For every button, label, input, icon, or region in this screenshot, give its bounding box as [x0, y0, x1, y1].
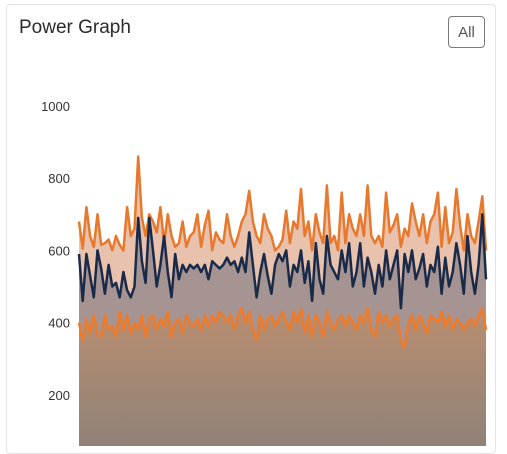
upper-series-line: [77, 155, 488, 252]
y-tick-label: 400: [48, 316, 70, 331]
area-layer: [77, 155, 488, 446]
card-title: Power Graph: [19, 17, 131, 38]
y-tick-label: 800: [48, 171, 70, 186]
middle-series-line: [77, 213, 488, 310]
range-all-button[interactable]: All: [448, 16, 485, 48]
y-tick-label: 600: [48, 243, 70, 258]
lower-series-area: [79, 308, 486, 446]
y-tick-label: 1000: [41, 99, 70, 114]
y-tick-label: 200: [48, 388, 70, 403]
lower-series-line: [77, 306, 488, 350]
y-axis: 200 400 600 800 1000: [41, 99, 70, 403]
